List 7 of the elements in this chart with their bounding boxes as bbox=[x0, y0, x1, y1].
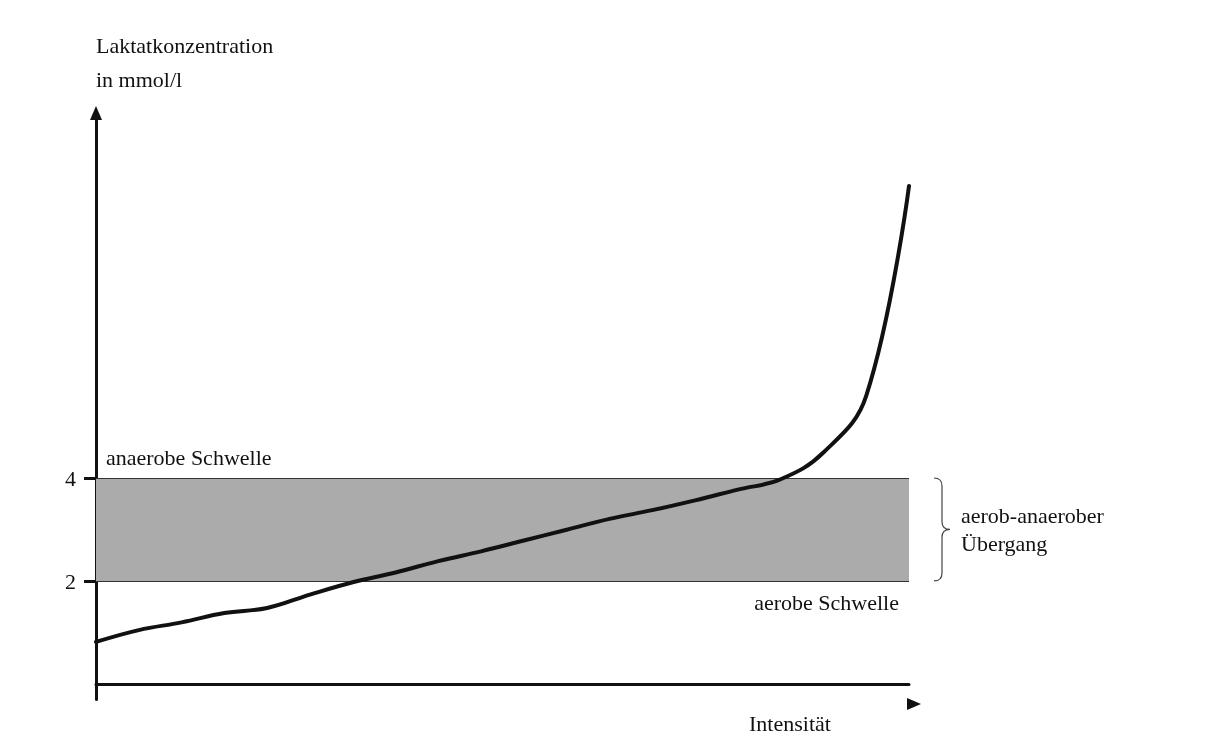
y-tick-label: 2 bbox=[65, 568, 76, 594]
y-tick-label: 4 bbox=[65, 465, 76, 491]
y-axis-title: Laktatkonzentration in mmol/l bbox=[96, 32, 274, 92]
band-label: aerob-anaerober Übergang bbox=[961, 503, 1110, 557]
ref-line-label: aerobe Schwelle bbox=[754, 589, 899, 615]
x-axis-title: Intensität bbox=[749, 710, 831, 736]
ref-line-label: anaerobe Schwelle bbox=[106, 444, 272, 470]
